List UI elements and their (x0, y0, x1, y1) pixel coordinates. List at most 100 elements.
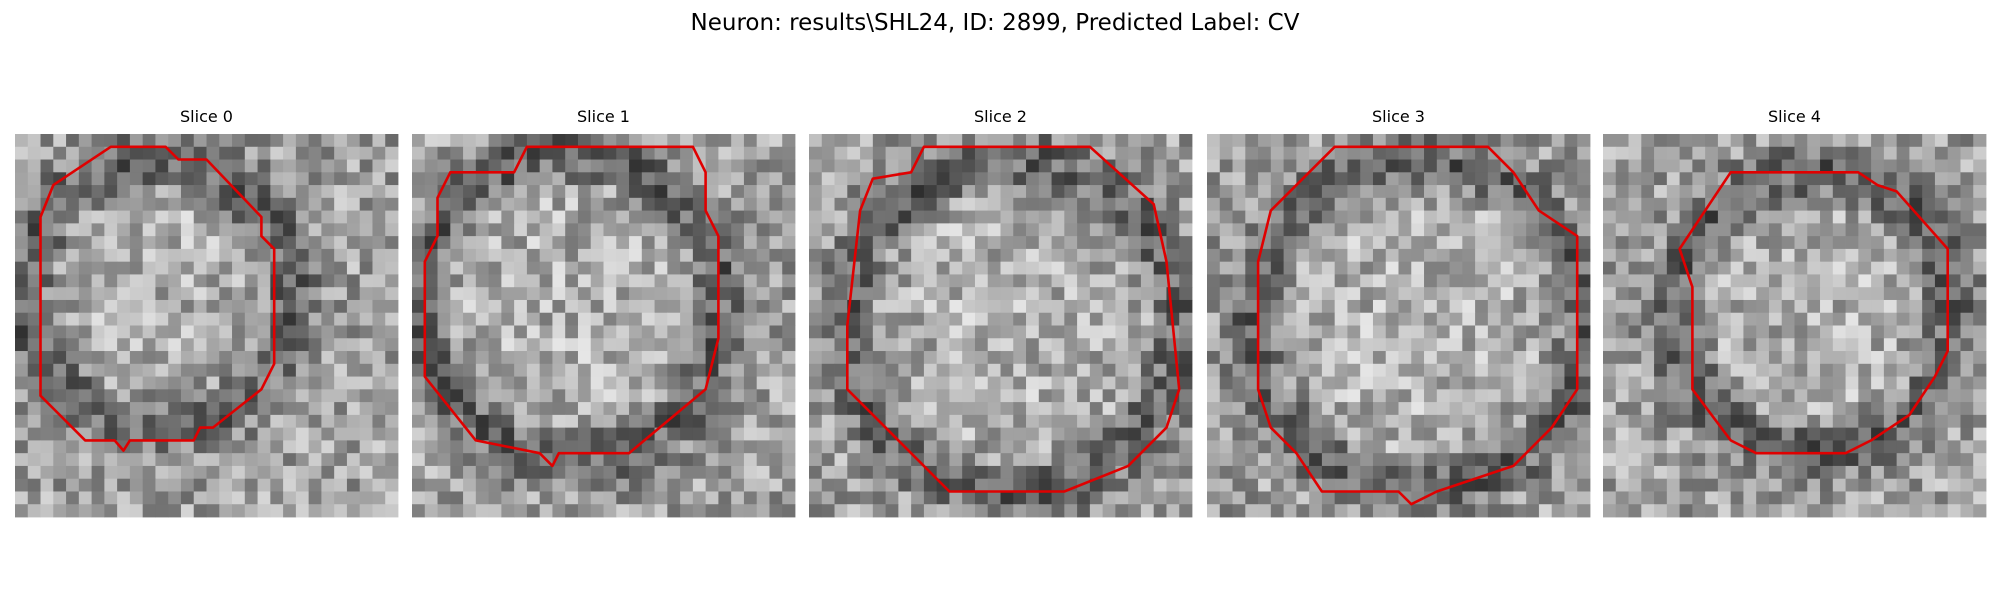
pixel (412, 440, 426, 454)
pixel (412, 159, 426, 173)
pixel (1513, 210, 1527, 224)
pixel (463, 440, 477, 454)
slice-title: Slice 4 (1768, 107, 1821, 126)
pixel (756, 248, 770, 263)
pixel (782, 440, 796, 454)
pixel (1245, 427, 1259, 441)
pixel (809, 376, 823, 390)
pixel (270, 504, 284, 518)
pixel (488, 274, 502, 288)
pixel (1666, 134, 1680, 148)
pixel (809, 159, 823, 173)
pixel (1692, 478, 1706, 492)
pixel (257, 299, 271, 314)
pixel (821, 312, 835, 326)
pixel (1347, 376, 1361, 390)
pixel (1026, 478, 1040, 492)
pixel (782, 338, 796, 352)
pixel (372, 299, 386, 314)
pixel (206, 274, 220, 288)
pixel (1756, 274, 1770, 288)
pixel (1372, 491, 1387, 505)
pixel (1372, 159, 1387, 173)
pixel (1321, 376, 1336, 390)
pixel (412, 172, 426, 186)
pixel (1372, 351, 1387, 365)
pixel (437, 325, 451, 339)
pixel (1526, 504, 1540, 518)
pixel (1794, 210, 1808, 224)
pixel (1000, 197, 1014, 211)
pixel (1717, 453, 1732, 467)
pixel (860, 363, 874, 377)
pixel (206, 478, 220, 492)
pixel (1000, 453, 1014, 467)
pixel (1526, 351, 1540, 365)
pixel (104, 197, 118, 211)
pixel (1896, 389, 1910, 403)
pixel (117, 261, 131, 275)
pixel (1270, 312, 1284, 326)
pixel (1347, 491, 1361, 505)
pixel (1717, 159, 1732, 173)
pixel (539, 146, 553, 160)
pixel (1551, 287, 1565, 301)
pixel (1564, 134, 1578, 148)
pixel (142, 223, 156, 237)
pixel (565, 427, 579, 441)
pixel (1296, 223, 1310, 237)
pixel (1436, 465, 1450, 480)
pixel (898, 274, 912, 288)
pixel (1296, 414, 1310, 429)
pixel (1666, 363, 1680, 377)
pixel (257, 312, 271, 326)
pixel (501, 172, 515, 186)
pixel (1398, 440, 1412, 454)
pixel (1270, 159, 1284, 173)
pixel (1679, 325, 1693, 339)
pixel (1934, 389, 1949, 403)
pixel (782, 261, 796, 275)
pixel (1832, 440, 1846, 454)
pixel (936, 402, 950, 416)
pixel (1730, 312, 1744, 326)
pixel (257, 465, 271, 480)
pixel (692, 134, 707, 148)
pixel (1321, 210, 1336, 224)
pixel (180, 478, 195, 492)
pixel (1411, 223, 1425, 237)
pixel (1973, 261, 1987, 275)
pixel (1411, 351, 1425, 365)
pixel (1781, 248, 1795, 263)
pixel (987, 146, 1001, 160)
pixel (769, 338, 783, 352)
pixel (1000, 248, 1014, 263)
pixel (180, 427, 195, 441)
pixel (270, 159, 284, 173)
pixel (629, 248, 643, 263)
pixel (705, 134, 719, 148)
pixel (1603, 274, 1617, 288)
pixel (1411, 376, 1425, 390)
pixel (232, 453, 246, 467)
pixel (321, 146, 335, 160)
pixel (629, 427, 643, 441)
pixel (1781, 491, 1795, 505)
pixel (1807, 491, 1821, 505)
pixel (1219, 312, 1233, 326)
pixel (1207, 197, 1221, 211)
pixel (1526, 248, 1540, 263)
pixel (1411, 274, 1425, 288)
pixel (1115, 325, 1129, 339)
pixel (1309, 453, 1323, 467)
pixel (641, 274, 655, 288)
pixel (40, 236, 54, 250)
pixel (1064, 274, 1078, 288)
pixel (1538, 338, 1553, 352)
pixel (232, 504, 246, 518)
pixel (1013, 325, 1027, 339)
pixel (526, 159, 541, 173)
pixel (1475, 478, 1489, 492)
pixel (654, 210, 668, 224)
pixel (1564, 185, 1578, 199)
